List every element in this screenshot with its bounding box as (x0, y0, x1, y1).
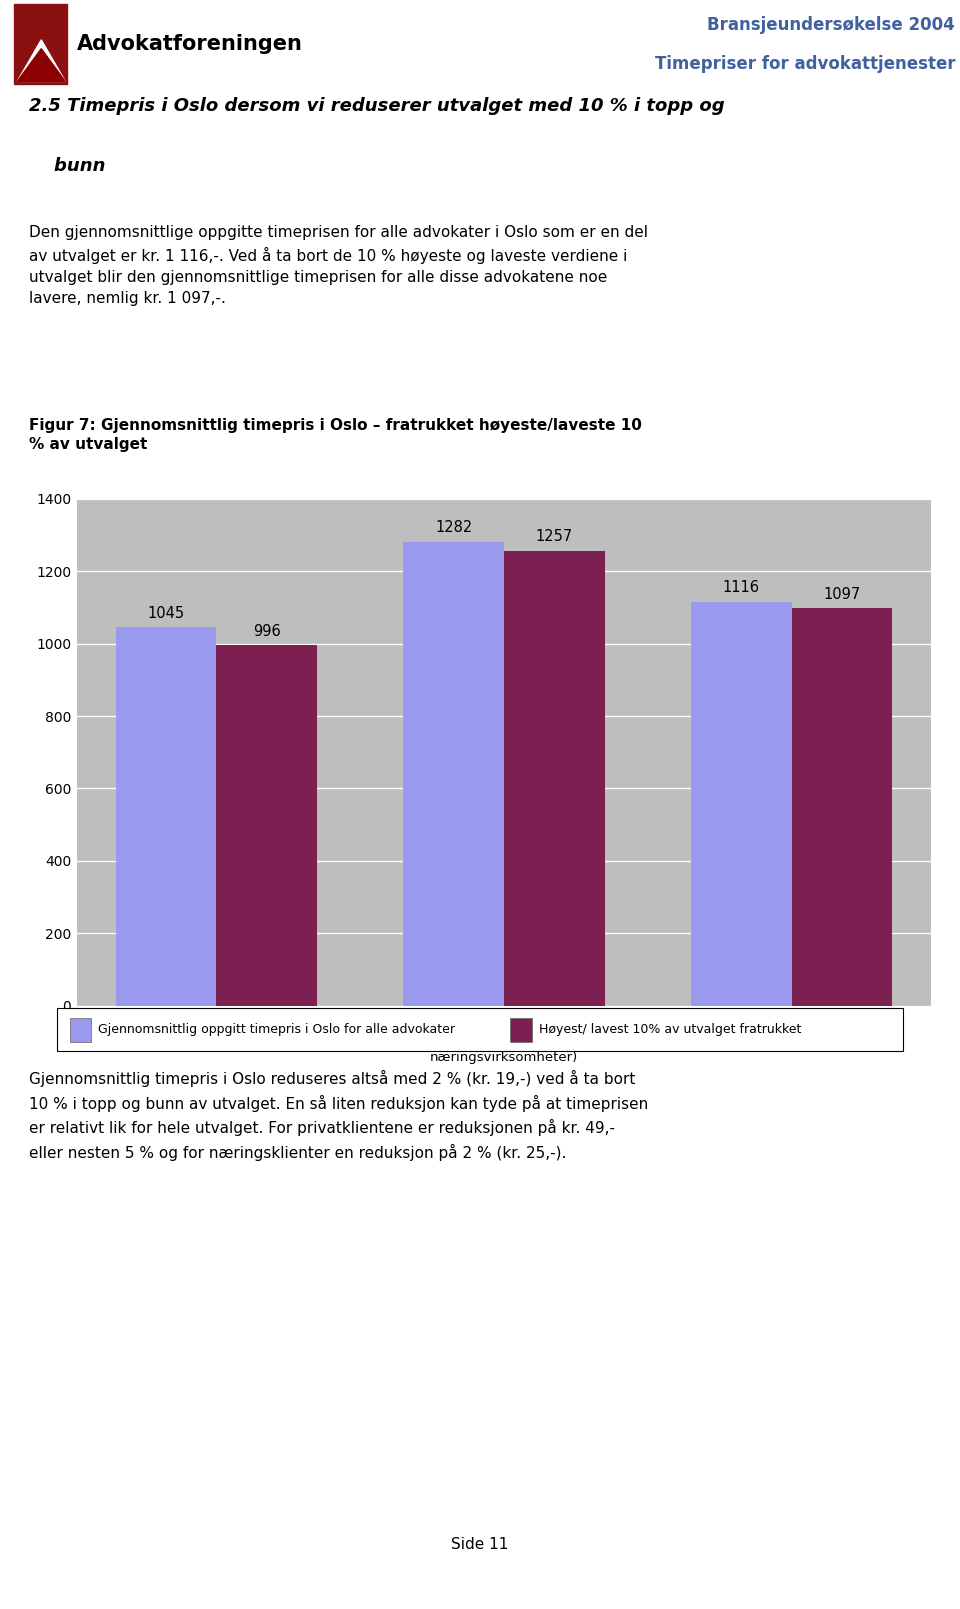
Text: Timepriser for advokattjenester: Timepriser for advokattjenester (655, 55, 955, 72)
Text: Bransjeundersøkelse 2004: Bransjeundersøkelse 2004 (708, 16, 955, 34)
Bar (504, 550, 605, 1006)
Text: 1116: 1116 (723, 581, 759, 595)
Text: 1045: 1045 (148, 607, 184, 621)
Text: Advokatforeningen: Advokatforeningen (77, 34, 302, 55)
Bar (511, 1018, 532, 1043)
Text: Gjennomsnittlig oppgitt timepris i Oslo for alle advokater: Gjennomsnittlig oppgitt timepris i Oslo … (98, 1023, 455, 1036)
Text: Den gjennomsnittlige oppgitte timeprisen for alle advokater i Oslo som er en del: Den gjennomsnittlige oppgitte timeprisen… (29, 225, 648, 306)
Bar (14, 5, 67, 84)
Text: 1282: 1282 (435, 520, 472, 536)
Text: 996: 996 (252, 624, 280, 639)
Text: bunn: bunn (29, 158, 106, 175)
Bar (792, 608, 893, 1006)
Text: Side 11: Side 11 (451, 1537, 509, 1553)
Text: 1097: 1097 (824, 587, 861, 602)
Text: Figur 7: Gjennomsnittlig timepris i Oslo – fratrukket høyeste/laveste 10
% av ut: Figur 7: Gjennomsnittlig timepris i Oslo… (29, 418, 641, 452)
Text: 1257: 1257 (536, 529, 573, 544)
Text: 2.5 Timepris i Oslo dersom vi reduserer utvalget med 10 % i topp og: 2.5 Timepris i Oslo dersom vi reduserer … (29, 97, 725, 114)
Bar (403, 542, 504, 1006)
Text: Gjennomsnittlig timepris i Oslo reduseres altså med 2 % (kr. 19,-) ved å ta bort: Gjennomsnittlig timepris i Oslo redusere… (29, 1070, 648, 1162)
Bar (691, 602, 792, 1006)
Polygon shape (17, 48, 65, 82)
Bar (115, 628, 216, 1006)
Polygon shape (17, 40, 65, 82)
Bar (70, 1018, 91, 1043)
Bar (216, 645, 317, 1006)
Text: Høyest/ lavest 10% av utvalget fratrukket: Høyest/ lavest 10% av utvalget fratrukke… (539, 1023, 802, 1036)
